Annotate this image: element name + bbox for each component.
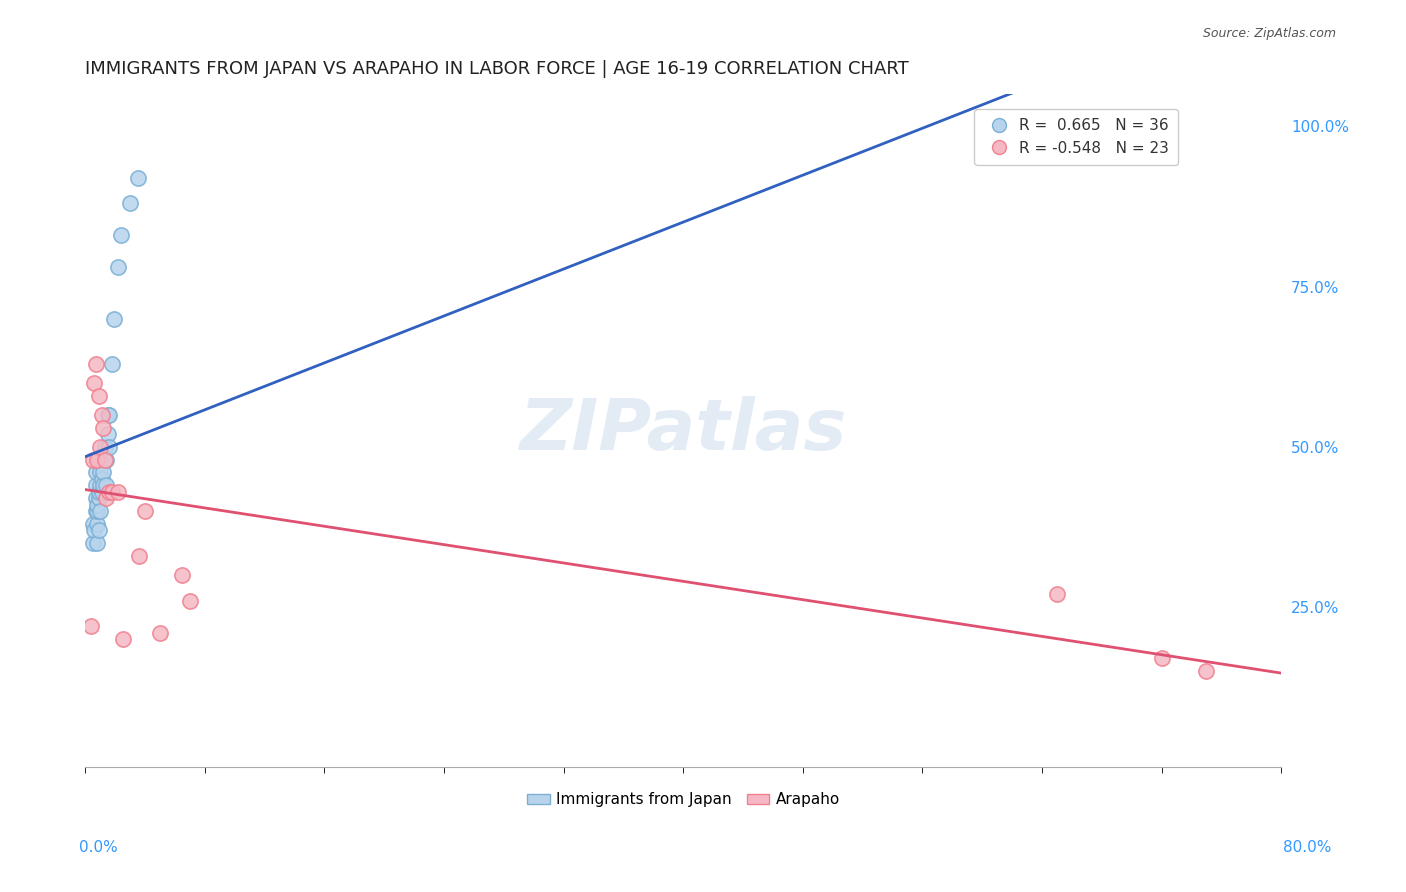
Text: ZIPatlas: ZIPatlas — [519, 396, 846, 466]
Point — [87, 491, 110, 505]
Point — [110, 228, 132, 243]
Legend: Immigrants from Japan, Arapaho: Immigrants from Japan, Arapaho — [520, 786, 846, 814]
Point — [107, 260, 129, 275]
Point — [93, 440, 115, 454]
Point — [82, 452, 104, 467]
Point — [82, 536, 104, 550]
Point — [86, 452, 108, 467]
Point — [84, 491, 107, 505]
Point — [89, 504, 111, 518]
Text: IMMIGRANTS FROM JAPAN VS ARAPAHO IN LABOR FORCE | AGE 16-19 CORRELATION CHART: IMMIGRANTS FROM JAPAN VS ARAPAHO IN LABO… — [86, 60, 910, 78]
Point — [86, 536, 108, 550]
Point — [103, 311, 125, 326]
Point — [96, 478, 118, 492]
Point — [80, 619, 103, 633]
Point — [98, 484, 121, 499]
Point — [93, 452, 115, 467]
Point — [134, 504, 156, 518]
Point — [82, 516, 104, 531]
Point — [89, 478, 111, 492]
Point — [90, 472, 112, 486]
Point — [149, 625, 172, 640]
Point — [1150, 651, 1173, 665]
Point — [86, 516, 108, 531]
Point — [83, 523, 105, 537]
Point — [89, 466, 111, 480]
Point — [84, 357, 107, 371]
Point — [179, 593, 201, 607]
Point — [91, 466, 114, 480]
Text: 80.0%: 80.0% — [1284, 840, 1331, 855]
Point — [96, 452, 118, 467]
Point — [97, 408, 120, 422]
Point — [86, 498, 108, 512]
Point — [91, 478, 114, 492]
Point — [98, 408, 121, 422]
Point — [89, 440, 111, 454]
Point — [972, 132, 994, 146]
Point — [84, 478, 107, 492]
Point — [1046, 587, 1069, 601]
Point — [87, 484, 110, 499]
Point — [89, 452, 111, 467]
Point — [101, 484, 124, 499]
Point — [172, 568, 194, 582]
Point — [87, 388, 110, 402]
Point — [84, 504, 107, 518]
Point — [90, 484, 112, 499]
Point — [97, 427, 120, 442]
Text: 0.0%: 0.0% — [79, 840, 118, 855]
Point — [84, 466, 107, 480]
Point — [91, 420, 114, 434]
Point — [83, 376, 105, 390]
Point — [96, 491, 118, 505]
Point — [98, 440, 121, 454]
Point — [107, 484, 129, 499]
Point — [111, 632, 134, 646]
Point — [87, 523, 110, 537]
Point — [127, 170, 149, 185]
Point — [86, 504, 108, 518]
Point — [120, 196, 142, 211]
Point — [128, 549, 150, 563]
Text: Source: ZipAtlas.com: Source: ZipAtlas.com — [1202, 27, 1336, 40]
Point — [101, 357, 124, 371]
Point — [90, 408, 112, 422]
Point — [1195, 664, 1218, 678]
